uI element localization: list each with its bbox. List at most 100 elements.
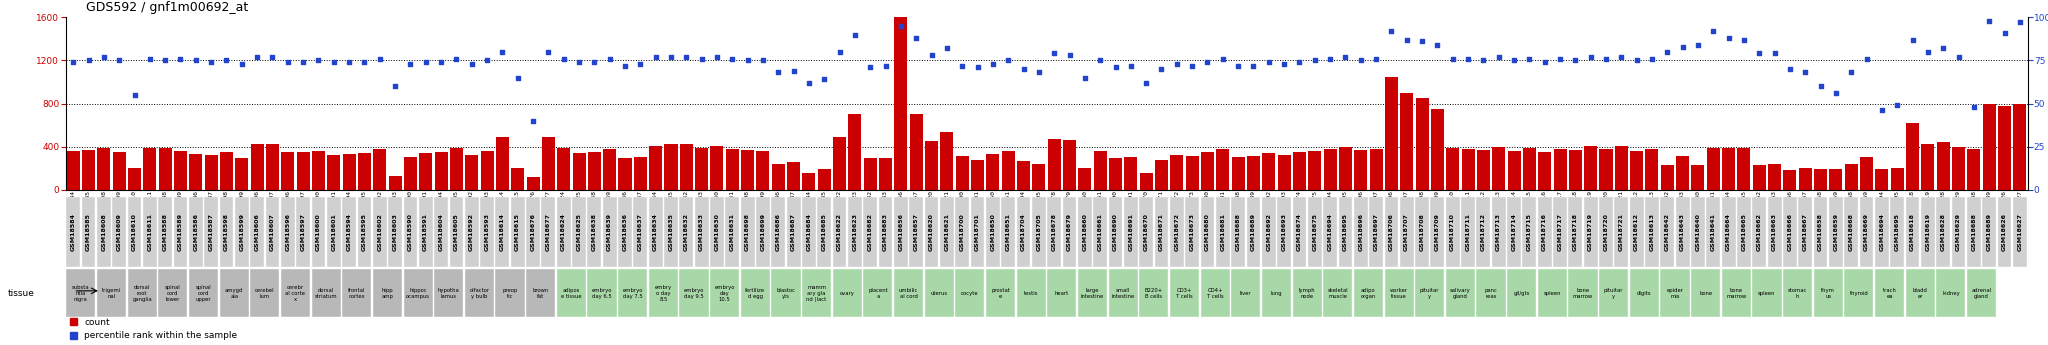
Bar [1538,197,1552,267]
Text: GSM18709: GSM18709 [1436,213,1440,250]
Text: placent
a: placent a [868,288,887,299]
Point [807,77,840,82]
Bar [1675,156,1690,190]
Point [1911,49,1944,55]
Text: skeletal
muscle: skeletal muscle [1327,288,1348,299]
Bar [1231,197,1245,267]
Bar [1599,269,1628,317]
Text: GSM18721: GSM18721 [1618,213,1624,251]
Text: GSM18661: GSM18661 [1098,213,1102,251]
Point [977,61,1010,67]
Bar [205,197,217,267]
Text: GSM18612: GSM18612 [1634,213,1638,251]
Bar [725,197,739,267]
Point [1606,54,1638,60]
Point [1223,63,1255,68]
Text: GSM18619: GSM18619 [1925,213,1931,251]
Text: GSM18636: GSM18636 [623,213,627,251]
Point [362,56,395,61]
Text: digits: digits [1636,291,1651,296]
Text: GSM18695: GSM18695 [1343,213,1348,251]
Bar [96,197,111,267]
Bar [1278,155,1290,190]
Text: hippoc
ocampus: hippoc ocampus [406,288,430,299]
Bar [1124,157,1137,190]
Point [1008,66,1040,72]
Bar [987,154,999,190]
Text: GSM18632: GSM18632 [684,213,688,251]
Text: B220+
B cells: B220+ B cells [1145,288,1163,299]
Bar [649,146,662,190]
Point [2003,20,2036,25]
Text: thyroid: thyroid [1849,291,1868,296]
Bar [158,148,172,190]
Point [823,49,856,55]
Bar [694,197,709,267]
Bar [496,197,510,267]
Bar [1860,157,1874,190]
Bar [741,269,770,317]
Point [1636,56,1669,61]
Text: large
intestine: large intestine [1081,288,1104,299]
Bar [711,146,723,190]
Text: GSM18698: GSM18698 [745,213,750,251]
Text: GSM18630: GSM18630 [715,213,719,250]
Bar [526,177,539,190]
Text: kidney: kidney [1942,291,1960,296]
Bar [1630,197,1645,267]
Bar [1845,269,1874,317]
Bar [956,156,969,190]
Bar [940,197,954,267]
Bar [1630,151,1642,190]
Bar [1186,156,1198,190]
Bar [649,197,664,267]
Text: embryo
day 6.5: embryo day 6.5 [592,288,612,299]
Point [1405,39,1438,44]
Point [1421,42,1454,48]
Bar [281,269,309,317]
Text: prostat
e: prostat e [991,288,1010,299]
Bar [864,197,877,267]
Text: GSM18715: GSM18715 [1528,213,1532,251]
Bar [1890,168,1905,190]
Bar [1247,156,1260,190]
Point [915,52,948,58]
Point [516,118,549,124]
Text: GSM18699: GSM18699 [760,213,766,251]
Text: dorsal
root
ganglia: dorsal root ganglia [133,285,152,302]
Bar [909,197,924,267]
Bar [236,158,248,190]
Point [119,92,152,98]
Bar [1753,269,1782,317]
Bar [924,197,938,267]
Bar [772,197,784,267]
Point [686,56,719,61]
Bar [1661,269,1690,317]
Bar [1784,269,1812,317]
Point [287,59,319,65]
Bar [389,176,401,190]
Bar [1692,197,1704,267]
Bar [1047,269,1077,317]
Bar [541,197,555,267]
Bar [1569,150,1581,190]
Bar [618,197,633,267]
Bar [1169,269,1198,317]
Point [838,32,870,37]
Point [731,58,764,63]
Point [1282,59,1315,65]
Point [180,58,213,63]
Bar [588,197,602,267]
Bar [1077,197,1092,267]
Text: GSM18681: GSM18681 [1221,213,1225,251]
Point [899,35,932,41]
Point [1989,30,2021,36]
Bar [266,145,279,190]
Bar [1569,269,1597,317]
Bar [1645,149,1659,190]
Bar [1446,197,1460,267]
Point [1130,80,1163,86]
Bar [1001,151,1014,190]
Point [301,58,334,63]
Point [1712,35,1745,41]
